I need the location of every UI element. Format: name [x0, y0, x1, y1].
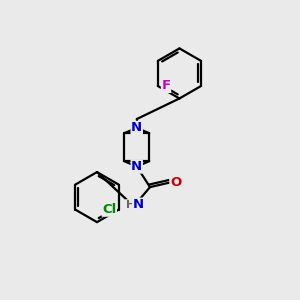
Text: N: N	[131, 160, 142, 173]
Text: F: F	[161, 80, 171, 92]
Text: Cl: Cl	[102, 203, 116, 216]
Text: H: H	[126, 200, 135, 210]
Text: N: N	[133, 198, 144, 211]
Text: N: N	[131, 122, 142, 134]
Text: O: O	[170, 176, 181, 189]
